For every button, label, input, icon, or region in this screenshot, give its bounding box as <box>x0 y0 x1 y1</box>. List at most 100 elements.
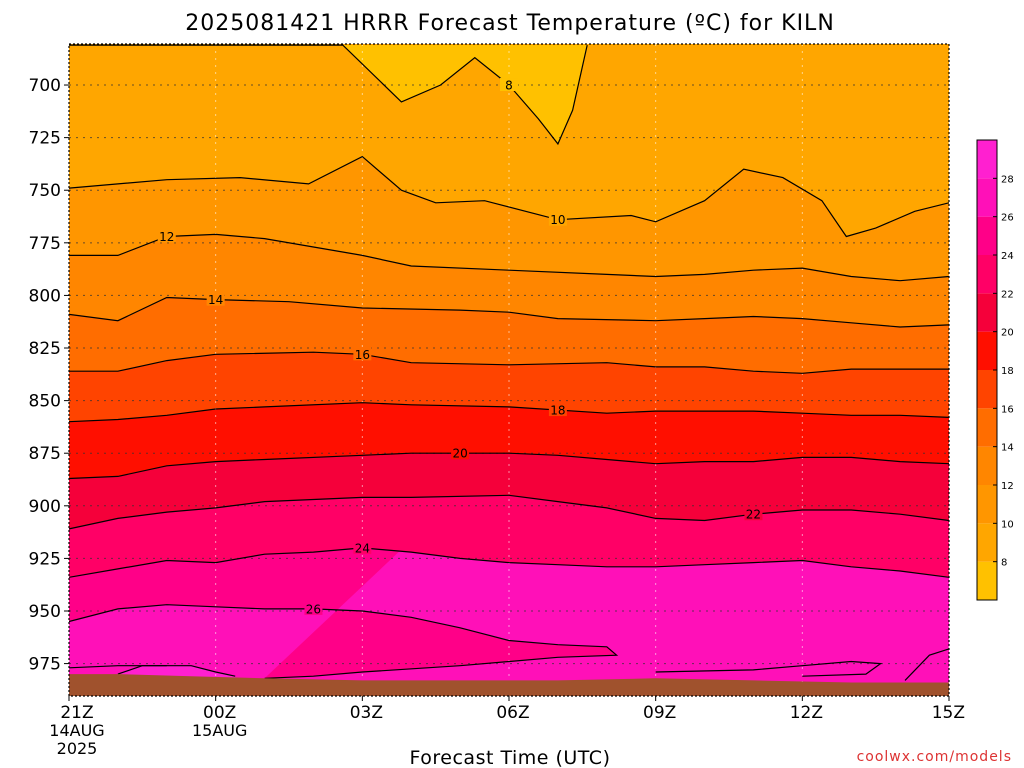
isotherm-label-text: 20 <box>452 447 467 461</box>
isotherm-label-bg <box>548 212 567 226</box>
colorbar-segment <box>977 178 997 217</box>
isotherm-18 <box>69 402 949 423</box>
isotherm-label-18: 18 <box>548 403 567 418</box>
isotherm-label-24: 24 <box>353 540 372 555</box>
x-tick-label: 2025 <box>57 739 98 758</box>
isotherm-label-bg <box>548 403 567 417</box>
y-tick-label: 825 <box>29 339 61 359</box>
temperature-band-6-8 <box>69 45 588 144</box>
y-tick-label: 800 <box>29 286 61 306</box>
y-tick-label: 900 <box>29 497 61 517</box>
isotherm-label-text: 12 <box>159 230 174 244</box>
y-tick-label: 925 <box>29 549 61 569</box>
x-tick-label: 12Z <box>790 703 823 723</box>
isotherm-label-22: 22 <box>744 507 763 522</box>
isotherm-label-10: 10 <box>548 212 567 227</box>
x-tick-label: 09Z <box>643 703 676 723</box>
isotherm-26 <box>904 648 949 681</box>
y-axis: 700 725 750 775 800 825 850 875 900 925 950 975 <box>29 76 69 675</box>
colorbar-tick-label: 16 <box>1001 404 1014 415</box>
y-tick-label: 700 <box>29 76 61 96</box>
isotherm-label-bg <box>157 229 176 243</box>
colorbar-segment <box>977 216 997 255</box>
isotherm-label-text: 14 <box>208 293 223 307</box>
x-tick-label: 15AUG <box>192 721 247 740</box>
x-tick-label: 06Z <box>496 703 529 723</box>
x-tick-label: 15Z <box>932 703 965 723</box>
colorbar-segment <box>977 446 997 485</box>
isotherm-label-16: 16 <box>353 347 372 362</box>
ground-terrain <box>69 674 949 696</box>
colorbar-tick-label: 26 <box>1001 213 1014 224</box>
isotherm-16 <box>69 351 949 374</box>
isotherm-label-text: 10 <box>550 213 565 227</box>
isotherm-label-bg <box>206 292 225 306</box>
plot-area: 8 10 12 14 16 18 20 22 24 26 <box>68 43 950 697</box>
y-tick-label: 875 <box>29 444 61 464</box>
isotherm-28 <box>117 665 236 677</box>
colorbar-tick-label: 22 <box>1001 289 1014 300</box>
isotherm-label-text: 26 <box>306 602 321 616</box>
isotherm-12 <box>69 233 949 282</box>
isotherm-label-text: 24 <box>355 541 370 555</box>
colorbar-segment <box>977 331 997 370</box>
y-tick-label: 750 <box>29 181 61 201</box>
isotherm-label-20: 20 <box>451 446 470 461</box>
x-tick-label: 03Z <box>350 703 383 723</box>
colorbar-tick-label: 28 <box>1001 174 1014 185</box>
colorbar-segment <box>977 255 997 294</box>
isotherm-label-14: 14 <box>206 292 225 307</box>
x-axis-label: Forecast Time (UTC) <box>410 747 611 768</box>
y-tick-label: 725 <box>29 129 61 149</box>
isotherm-26 <box>655 660 883 677</box>
isotherm-22 <box>69 494 949 530</box>
colorbar-segment <box>977 140 997 179</box>
isotherm-label-bg <box>304 601 323 615</box>
isotherm-label-26: 26 <box>304 601 323 616</box>
colorbar-segment <box>977 561 997 600</box>
colorbar-tick-label: 14 <box>1001 443 1014 454</box>
isotherm-label-bg <box>353 540 372 554</box>
y-tick-label: 950 <box>29 602 61 622</box>
colorbar-segment <box>977 370 997 409</box>
isotherm-label-text: 18 <box>550 404 565 418</box>
x-tick-label: 14AUG <box>49 721 104 740</box>
colorbar-tick-label: 12 <box>1001 481 1014 492</box>
isotherm-24 <box>69 547 949 578</box>
colorbar-tick-label: 8 <box>1001 558 1007 569</box>
isotherm-label-text: 22 <box>746 508 761 522</box>
colorbar-tick-label: 18 <box>1001 366 1014 377</box>
isotherm-14 <box>69 296 949 328</box>
colorbar-segment <box>977 293 997 332</box>
y-tick-label: 975 <box>29 655 61 675</box>
isotherm-label-8: 8 <box>500 78 518 93</box>
isotherm-label-bg <box>744 507 763 521</box>
y-tick-label: 775 <box>29 234 61 254</box>
y-tick-label: 850 <box>29 392 61 412</box>
x-tick-label: 00Z <box>203 703 236 723</box>
isotherm-label-12: 12 <box>157 229 176 244</box>
isotherm-label-text: 8 <box>505 79 513 93</box>
colorbar-tick-label: 20 <box>1001 328 1014 339</box>
colorbar-tick-label: 24 <box>1001 251 1014 262</box>
colorbar: 8 10 12 14 16 18 20 22 24 26 28 <box>976 139 1014 601</box>
isotherm-26 <box>69 665 167 669</box>
isotherm-label-bg <box>500 78 518 92</box>
isotherm-lines <box>69 44 949 696</box>
credit-text: coolwx.com/models <box>857 749 1012 765</box>
isotherm-label-text: 16 <box>355 348 370 362</box>
isotherm-label-bg <box>353 347 372 361</box>
isotherm-8 <box>69 44 588 146</box>
isotherm-26 <box>69 604 619 679</box>
colorbar-segment <box>977 485 997 524</box>
isotherm-10 <box>69 155 949 238</box>
x-tick-label: 21Z <box>60 703 93 723</box>
isotherm-20 <box>69 452 949 480</box>
colorbar-segment <box>977 408 997 447</box>
isotherm-label-bg <box>451 446 470 460</box>
temperature-band-8-10 <box>69 44 949 237</box>
colorbar-tick-label: 10 <box>1001 519 1014 530</box>
chart-title: 2025081421 HRRR Forecast Temperature (ºC… <box>185 11 835 36</box>
